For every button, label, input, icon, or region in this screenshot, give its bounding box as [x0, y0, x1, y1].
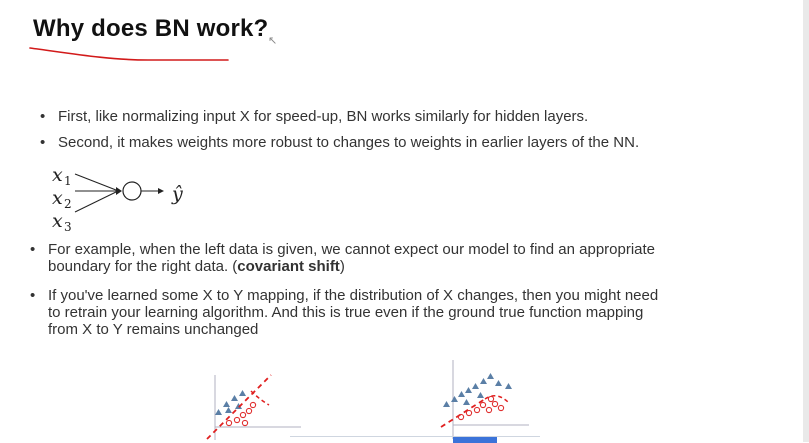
- triangle-point: [225, 407, 232, 413]
- input-x2-subscript: 2: [64, 197, 72, 211]
- triangle-point: [235, 403, 242, 409]
- circle-point: [479, 401, 487, 409]
- neural-net-diagram: x 1 x 2 x 3 ŷ: [52, 164, 183, 234]
- neuron-node: [122, 181, 142, 201]
- circle-point: [249, 401, 257, 409]
- circle-point: [497, 404, 505, 412]
- circle-point: [457, 413, 465, 421]
- bottom-toolbar-edge: [290, 436, 540, 443]
- bullet-3-line-1: For example, when the left data is given…: [48, 241, 656, 258]
- edge-arrowhead: [116, 187, 122, 195]
- circle-point: [465, 409, 473, 417]
- triangle-point: [231, 395, 238, 401]
- decision-boundary-curve: [484, 395, 510, 404]
- triangle-point: [472, 383, 479, 389]
- triangle-point: [495, 380, 502, 386]
- circle-point: [487, 395, 495, 403]
- triangle-point: [451, 396, 458, 402]
- circle-point: [239, 411, 247, 419]
- bullet-4-line-2: to retrain your learning algorithm. And …: [48, 304, 644, 321]
- title-underline: [29, 47, 229, 61]
- mouse-cursor-icon: ↖: [268, 35, 278, 47]
- triangle-point: [223, 401, 230, 407]
- bullet-3-line-2-pre: boundary for the right data. (: [48, 258, 238, 275]
- bullet-4-line-3: from X to Y remains unchanged: [48, 321, 259, 338]
- triangle-point: [465, 387, 472, 393]
- bullet-dot: •: [40, 134, 46, 151]
- triangle-point: [215, 409, 222, 415]
- triangle-point: [505, 383, 512, 389]
- right-data-scatter: [440, 360, 529, 439]
- bullet-dot: •: [30, 241, 36, 258]
- covariant-shift-term: covariant shift: [237, 258, 340, 275]
- input-x2-label: x: [52, 187, 63, 209]
- decision-boundary: [206, 374, 272, 440]
- bullet-3-line-2: boundary for the right data. (covariant …: [48, 258, 345, 275]
- circle-point: [233, 416, 241, 424]
- bottom-blue-button[interactable]: [453, 437, 497, 443]
- triangle-point: [443, 401, 450, 407]
- input-x1-label: x: [52, 164, 63, 186]
- bullet-3-line-2-post: ): [339, 258, 345, 275]
- circle-point: [491, 400, 499, 408]
- triangle-point: [239, 390, 246, 396]
- decision-boundary-curve: [250, 390, 270, 406]
- triangle-point: [458, 391, 465, 397]
- slide-title: Why does BN work?: [33, 15, 269, 42]
- circle-point: [473, 406, 481, 414]
- output-arrowhead: [158, 188, 164, 194]
- edge-x1: [74, 173, 117, 191]
- bullet-dot: •: [30, 287, 36, 304]
- circle-point: [225, 419, 233, 427]
- bullet-4-line-1: If you've learned some X to Y mapping, i…: [48, 287, 659, 304]
- bullet-1-text: First, like normalizing input X for spee…: [58, 108, 589, 125]
- input-x1-subscript: 1: [64, 174, 72, 188]
- circle-point: [485, 406, 493, 414]
- triangle-point: [487, 373, 494, 379]
- slide-edge: [803, 0, 809, 442]
- triangle-point: [463, 399, 470, 405]
- edge-x3: [74, 191, 117, 213]
- triangle-point: [477, 392, 484, 398]
- input-x3-subscript: 3: [64, 220, 72, 234]
- circle-point: [241, 419, 249, 427]
- input-x3-label: x: [52, 210, 63, 232]
- bullet-2-text: Second, it makes weights more robust to …: [58, 134, 640, 151]
- triangle-point: [480, 378, 487, 384]
- output-y-hat: ŷ: [171, 183, 183, 205]
- circle-point: [245, 407, 253, 415]
- bullet-dot: •: [40, 108, 46, 125]
- left-data-scatter: [206, 374, 301, 440]
